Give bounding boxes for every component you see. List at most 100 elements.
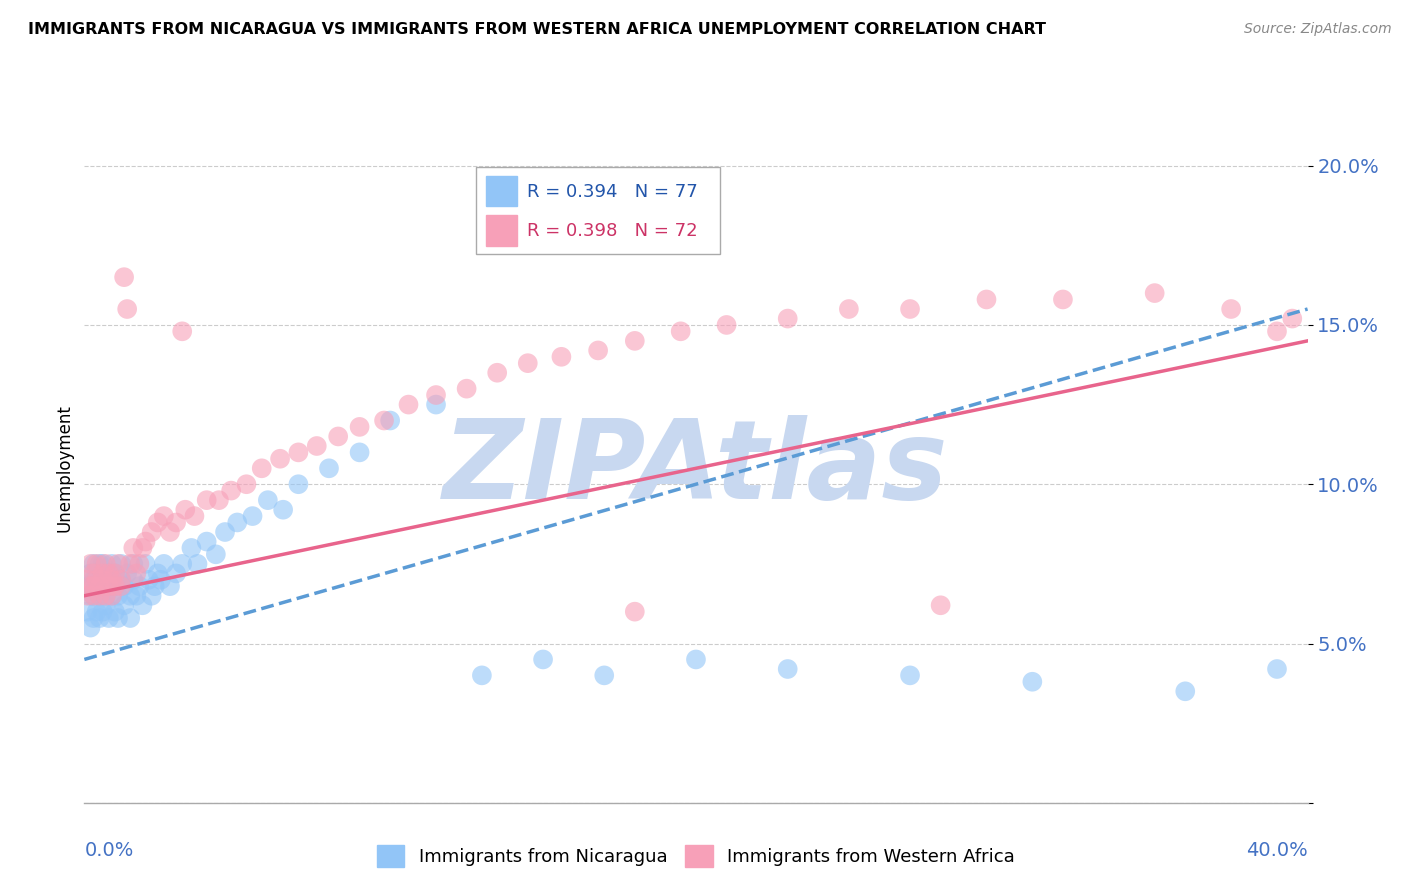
Point	[165, 516, 187, 530]
Point	[165, 566, 187, 581]
Point	[929, 599, 952, 613]
Point	[669, 324, 692, 338]
Point	[107, 589, 129, 603]
Text: 0.0%: 0.0%	[84, 841, 134, 860]
Point	[107, 611, 129, 625]
Point	[89, 589, 111, 603]
Point	[131, 541, 153, 555]
Point	[120, 557, 142, 571]
Point	[1052, 293, 1074, 307]
Point	[172, 557, 194, 571]
Point	[685, 652, 707, 666]
Point	[86, 557, 108, 571]
Point	[86, 566, 108, 581]
Point	[83, 573, 105, 587]
Point	[76, 589, 98, 603]
Point	[257, 493, 280, 508]
Point	[153, 557, 176, 571]
Bar	[485, 215, 517, 245]
Point	[349, 420, 371, 434]
Point	[107, 557, 129, 571]
Point	[318, 461, 340, 475]
Point	[624, 605, 647, 619]
Point	[838, 301, 860, 316]
Point	[86, 573, 108, 587]
Point	[101, 573, 124, 587]
Point	[79, 557, 101, 571]
Point	[83, 557, 105, 571]
Point	[89, 589, 111, 603]
Point	[172, 324, 194, 338]
Point	[143, 579, 166, 593]
Point	[235, 477, 257, 491]
Point	[83, 566, 105, 581]
Point	[94, 573, 117, 587]
Point	[153, 509, 176, 524]
Point	[101, 557, 124, 571]
Point	[226, 516, 249, 530]
Point	[471, 668, 494, 682]
Y-axis label: Unemployment: Unemployment	[55, 404, 73, 533]
Point	[1174, 684, 1197, 698]
Point	[205, 547, 228, 561]
Point	[516, 356, 538, 370]
Point	[131, 599, 153, 613]
Bar	[485, 176, 517, 206]
Point	[94, 589, 117, 603]
Point	[219, 483, 242, 498]
Point	[174, 502, 197, 516]
Point	[110, 579, 132, 593]
Point	[898, 668, 921, 682]
Point	[115, 566, 138, 581]
Point	[122, 573, 145, 587]
Point	[91, 557, 114, 571]
Point	[328, 429, 350, 443]
Point	[425, 398, 447, 412]
Point	[97, 611, 120, 625]
Point	[141, 589, 163, 603]
Point	[250, 461, 273, 475]
Point	[208, 493, 231, 508]
Point	[83, 589, 105, 603]
Point	[305, 439, 328, 453]
Point	[122, 557, 145, 571]
Point	[120, 589, 142, 603]
Point	[425, 388, 447, 402]
Point	[183, 509, 205, 524]
Point	[79, 621, 101, 635]
Point	[287, 445, 309, 459]
Point	[76, 579, 98, 593]
Point	[122, 541, 145, 555]
Point	[716, 318, 738, 332]
Point	[97, 579, 120, 593]
Point	[146, 516, 169, 530]
Point	[101, 589, 124, 603]
Point	[104, 579, 127, 593]
Point	[89, 557, 111, 571]
Point	[141, 524, 163, 539]
Point	[79, 589, 101, 603]
Point	[125, 589, 148, 603]
Point	[83, 611, 105, 625]
Point	[776, 311, 799, 326]
Point	[624, 334, 647, 348]
Legend: Immigrants from Nicaragua, Immigrants from Western Africa: Immigrants from Nicaragua, Immigrants fr…	[370, 838, 1022, 874]
Point	[94, 557, 117, 571]
Point	[83, 589, 105, 603]
Point	[89, 579, 111, 593]
Point	[138, 573, 160, 587]
Text: ZIPAtlas: ZIPAtlas	[443, 415, 949, 522]
Point	[79, 566, 101, 581]
Point	[1281, 311, 1303, 326]
Point	[593, 668, 616, 682]
Point	[271, 502, 294, 516]
Point	[242, 509, 264, 524]
Text: Source: ZipAtlas.com: Source: ZipAtlas.com	[1244, 22, 1392, 37]
Point	[86, 605, 108, 619]
Point	[79, 579, 101, 593]
Point	[456, 382, 478, 396]
Point	[269, 451, 291, 466]
Point	[101, 589, 124, 603]
Point	[120, 611, 142, 625]
Point	[89, 573, 111, 587]
